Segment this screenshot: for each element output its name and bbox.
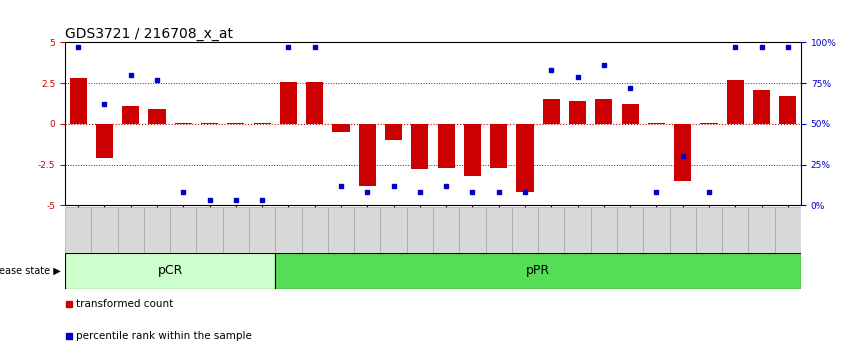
Bar — [486, 207, 512, 253]
Bar — [175, 123, 191, 124]
Bar — [122, 106, 139, 124]
Bar — [696, 207, 722, 253]
Bar — [359, 124, 376, 186]
Bar — [411, 124, 429, 170]
Bar — [144, 207, 170, 253]
Text: disease state ▶: disease state ▶ — [0, 266, 61, 276]
Bar — [490, 124, 507, 168]
Bar — [569, 101, 586, 124]
Bar — [516, 124, 533, 192]
Text: transformed count: transformed count — [76, 299, 173, 309]
Bar — [643, 207, 669, 253]
Bar — [675, 124, 691, 181]
Bar — [727, 80, 744, 124]
Bar — [227, 123, 244, 124]
Bar — [543, 99, 559, 124]
Bar — [407, 207, 433, 253]
Bar — [254, 123, 271, 124]
Bar — [595, 99, 612, 124]
Text: pCR: pCR — [158, 264, 183, 277]
Bar — [669, 207, 696, 253]
Bar — [701, 123, 718, 124]
Bar — [538, 207, 565, 253]
Bar — [280, 81, 297, 124]
Bar — [275, 207, 301, 253]
Text: pPR: pPR — [526, 264, 550, 277]
Bar — [65, 207, 91, 253]
Bar — [170, 207, 197, 253]
Bar — [328, 207, 354, 253]
Bar — [748, 207, 775, 253]
Bar — [622, 104, 639, 124]
Bar — [333, 124, 350, 132]
Bar — [591, 207, 617, 253]
Bar — [201, 123, 218, 124]
Bar — [722, 207, 748, 253]
Bar — [775, 207, 801, 253]
Bar — [437, 124, 455, 168]
Bar — [512, 207, 538, 253]
Bar — [65, 253, 275, 289]
Bar — [91, 207, 118, 253]
Bar — [385, 124, 402, 140]
Bar — [464, 124, 481, 176]
Bar — [617, 207, 643, 253]
Bar — [459, 207, 486, 253]
Text: percentile rank within the sample: percentile rank within the sample — [76, 331, 252, 341]
Bar — [307, 81, 323, 124]
Bar — [249, 207, 275, 253]
Bar — [148, 109, 165, 124]
Bar — [753, 90, 770, 124]
Bar — [648, 123, 665, 124]
Bar — [197, 207, 223, 253]
Bar — [223, 207, 249, 253]
Bar — [118, 207, 144, 253]
Bar — [354, 207, 380, 253]
Bar — [301, 207, 328, 253]
Bar — [69, 78, 87, 124]
Bar — [380, 207, 407, 253]
Bar — [275, 253, 801, 289]
Text: GDS3721 / 216708_x_at: GDS3721 / 216708_x_at — [65, 28, 233, 41]
Bar — [433, 207, 459, 253]
Bar — [779, 96, 797, 124]
Bar — [565, 207, 591, 253]
Bar — [96, 124, 113, 158]
